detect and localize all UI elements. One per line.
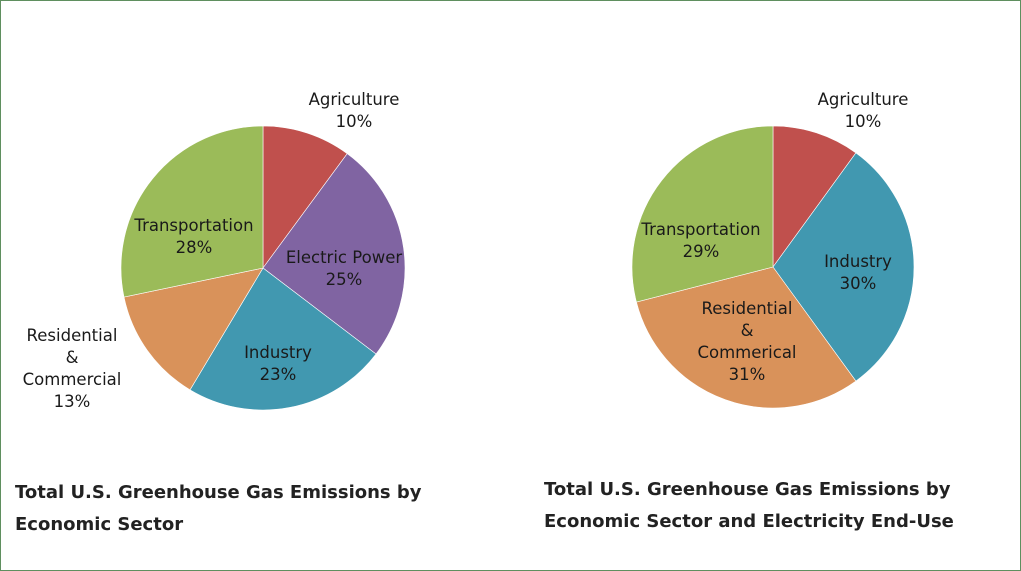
slice-value-residential-and-commerical: 31% xyxy=(729,365,766,384)
pie-chart-economic-sector: Agriculture 10% Electric Power 25% Industry 2… xyxy=(23,90,406,411)
pie-slice-agriculture xyxy=(262,125,348,269)
slice-value-transportation: 28% xyxy=(176,238,213,257)
pie-slice-transportation xyxy=(120,125,264,298)
slice-label-transportation: Transportation 28% xyxy=(133,216,253,257)
slice-label-residential-and-commerical: Residential & Commerical 31% xyxy=(697,299,796,384)
pie-chart-electricity-end-use: Agriculture 10% Industry 30% Residential & Com… xyxy=(631,90,915,409)
pie-slice-residential-and-commerical xyxy=(636,266,857,409)
slice-value-agriculture: 10% xyxy=(845,112,882,131)
pie-slice-residential-and-commercial xyxy=(123,267,264,391)
slice-value-industry: 30% xyxy=(840,274,877,293)
pie-slice-agriculture xyxy=(772,125,857,268)
pie-slice-industry xyxy=(772,152,915,382)
slice-value-agriculture: 10% xyxy=(336,112,373,131)
slice-label-transportation: Transportation 29% xyxy=(640,220,760,261)
pie-slice-electric-power xyxy=(262,153,406,355)
slice-value-transportation: 29% xyxy=(683,242,720,261)
slice-label-industry: Industry 30% xyxy=(824,252,892,293)
slice-label-agriculture: Agriculture 10% xyxy=(818,90,909,131)
slice-value-industry: 23% xyxy=(260,365,297,384)
slice-label-industry: Industry 23% xyxy=(244,343,312,384)
chart-title-electricity-end-use: Total U.S. Greenhouse Gas Emissions by E… xyxy=(544,479,954,532)
slice-label-residential-and-commercial: Residential & Commercial 13% xyxy=(23,326,122,411)
slice-value-residential-and-commercial: 13% xyxy=(54,392,91,411)
slice-label-agriculture: Agriculture 10% xyxy=(309,90,400,131)
slice-value-electric-power: 25% xyxy=(326,270,363,289)
pie-slice-transportation xyxy=(631,125,774,303)
chart-title-economic-sector: Total U.S. Greenhouse Gas Emissions by E… xyxy=(15,482,422,535)
pie-slice-industry xyxy=(189,267,377,411)
slice-label-electric-power: Electric Power 25% xyxy=(286,248,402,289)
